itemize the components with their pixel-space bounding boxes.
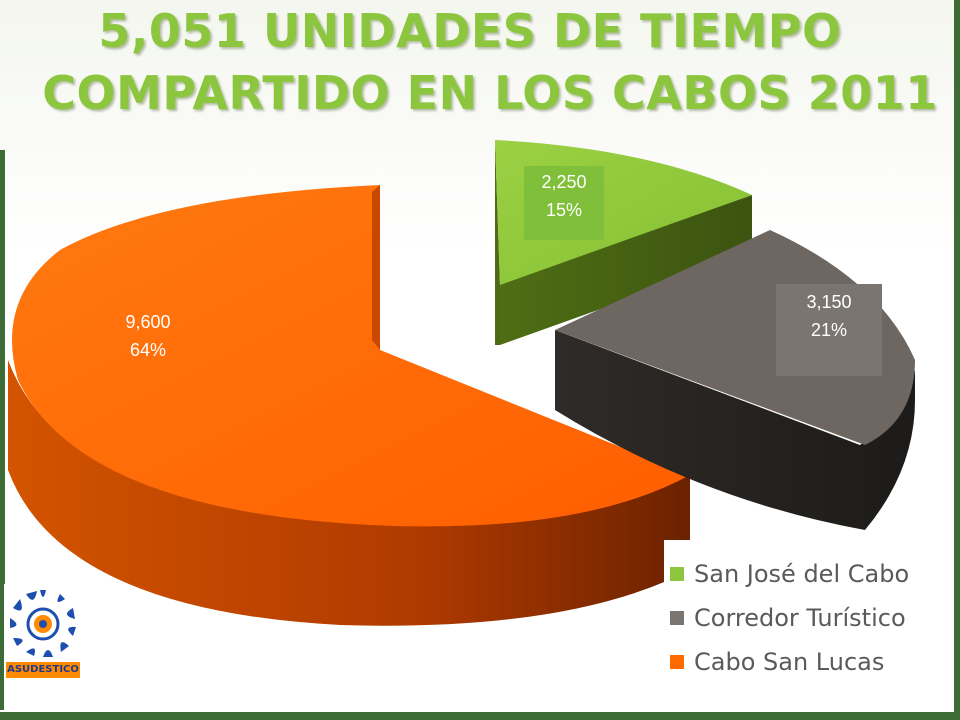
legend-item-corredor: Corredor Turístico [664,596,906,640]
frame-bottom-border [0,712,960,720]
data-label-cabo-san-lucas: 9,600 64% [108,306,188,366]
value-label-corredor: 3,150 [806,292,852,312]
chart-title-line-1: 5,051 UNIDADES DE TIEMPO [98,4,842,58]
chart-legend: San José del Cabo Corredor Turístico Cab… [664,540,944,690]
percent-label-san-jose: 15% [545,200,583,220]
legend-label-corredor: Corredor Turístico [694,604,906,632]
percent-label-corredor: 21% [810,320,848,340]
slice-front-san-jose [495,140,500,345]
slice-top-corredor [555,230,915,445]
value-label-cabo-san-lucas: 9,600 [125,312,171,332]
slice-side-san-jose [495,195,752,345]
legend-swatch-san-jose [670,567,684,581]
pie-slice-corredor-turistico [555,230,915,530]
slice-edge-cabo-san-lucas [372,185,380,350]
logo-text: ASUDESTICO [6,662,80,678]
legend-swatch-corredor [670,611,684,625]
slice-side-cabo-san-lucas [8,360,690,626]
legend-item-san-jose: San José del Cabo [664,552,909,596]
data-label-corredor: 3,150 21% [776,284,882,376]
legend-label-cabo-san-lucas: Cabo San Lucas [694,648,885,676]
organization-logo: ASUDESTICO [4,584,82,710]
value-label-san-jose: 2,250 [541,172,587,192]
legend-label-san-jose: San José del Cabo [694,560,910,588]
sun-logo-icon [10,590,76,657]
legend-item-cabo-san-lucas: Cabo San Lucas [664,640,884,684]
legend-swatch-cabo-san-lucas [670,655,684,669]
data-label-san-jose: 2,250 15% [524,166,604,240]
percent-label-cabo-san-lucas: 64% [129,340,167,360]
slice-side-corredor [555,330,915,530]
pie-slice-cabo-san-lucas [8,185,690,626]
frame-right-border [954,0,960,720]
frame-left-border [0,150,5,710]
chart-title-line-2: COMPARTIDO EN LOS CABOS 2011 [42,66,938,120]
slice-top-cabo-san-lucas [11,185,690,527]
